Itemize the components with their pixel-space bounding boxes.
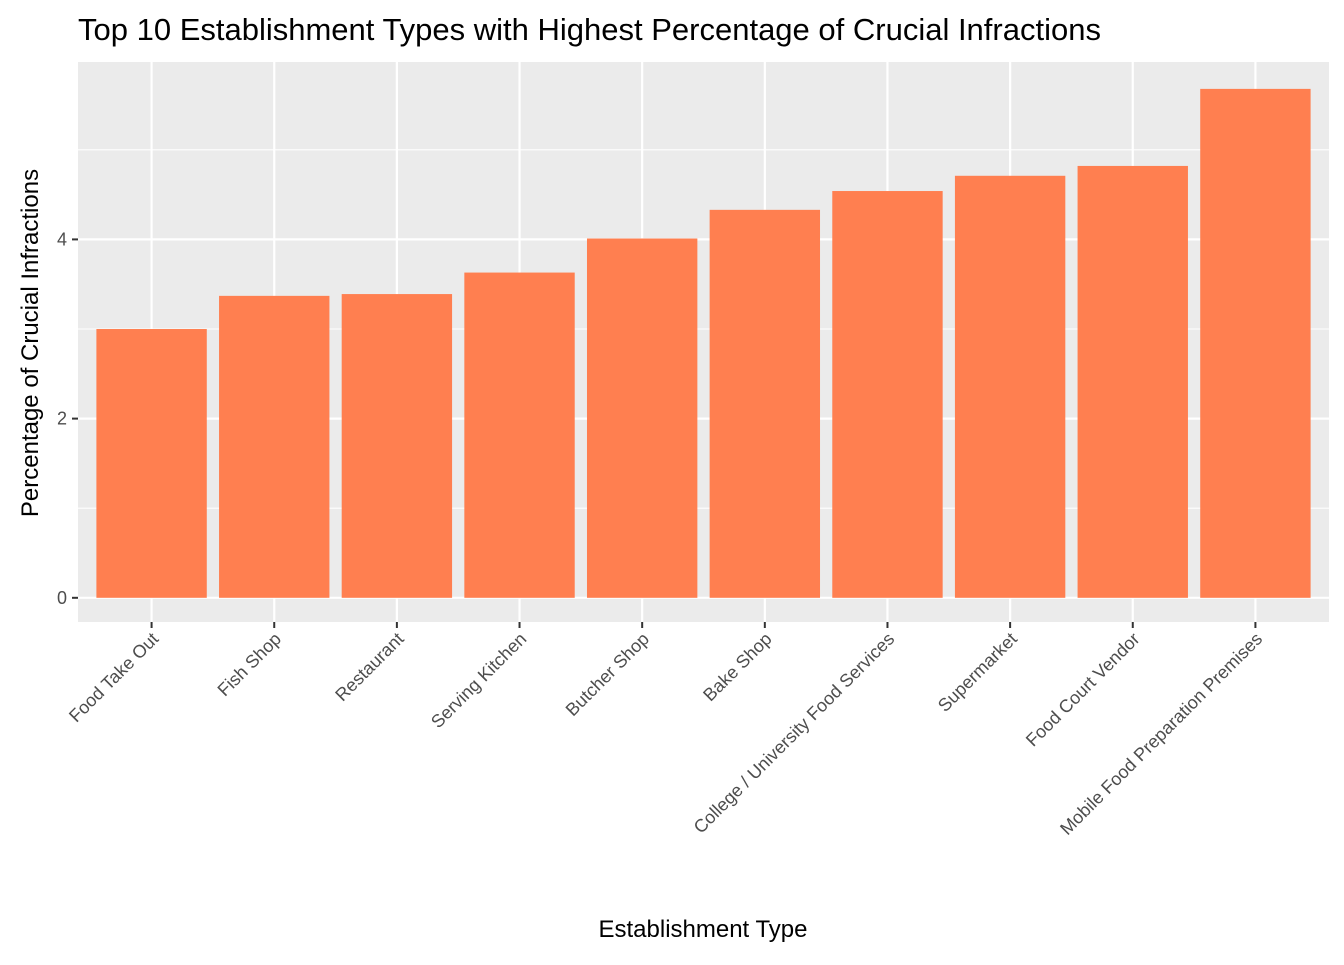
y-tick-label: 4 (57, 229, 67, 249)
x-axis: Food Take Out Fish Shop Restaurant Serving … (65, 622, 1266, 839)
x-tick-label: Food Court Vendor (1022, 629, 1144, 751)
y-tick-label: 0 (57, 588, 67, 608)
bar (832, 191, 943, 598)
bar (219, 295, 330, 598)
bar (1077, 165, 1188, 598)
bar (341, 294, 453, 598)
y-tick-label: 2 (57, 409, 67, 429)
x-tick-label: Butcher Shop (562, 629, 653, 720)
bar (954, 175, 1066, 598)
x-tick-label: Supermarket (934, 629, 1021, 716)
bar (96, 329, 207, 598)
x-tick-label: Fish Shop (214, 629, 285, 700)
bar (709, 209, 821, 598)
x-tick-label: Serving Kitchen (427, 629, 530, 732)
x-tick-label: Food Take Out (65, 629, 162, 726)
bar (1200, 88, 1311, 598)
bar (464, 272, 575, 598)
x-tick-label: Bake Shop (699, 629, 775, 705)
bar (586, 238, 698, 598)
bars (96, 88, 1311, 598)
chart-title: Top 10 Establishment Types with Highest … (78, 12, 1101, 47)
x-axis-title: Establishment Type (598, 916, 807, 943)
x-tick-label: College / University Food Services (690, 629, 899, 838)
x-tick-label: Restaurant (331, 629, 407, 705)
y-axis-title: Percentage of Crucial Infractions (17, 169, 44, 517)
x-tick-label: Mobile Food Preparation Premises (1056, 629, 1266, 839)
y-axis: 0 2 4 (57, 229, 78, 608)
